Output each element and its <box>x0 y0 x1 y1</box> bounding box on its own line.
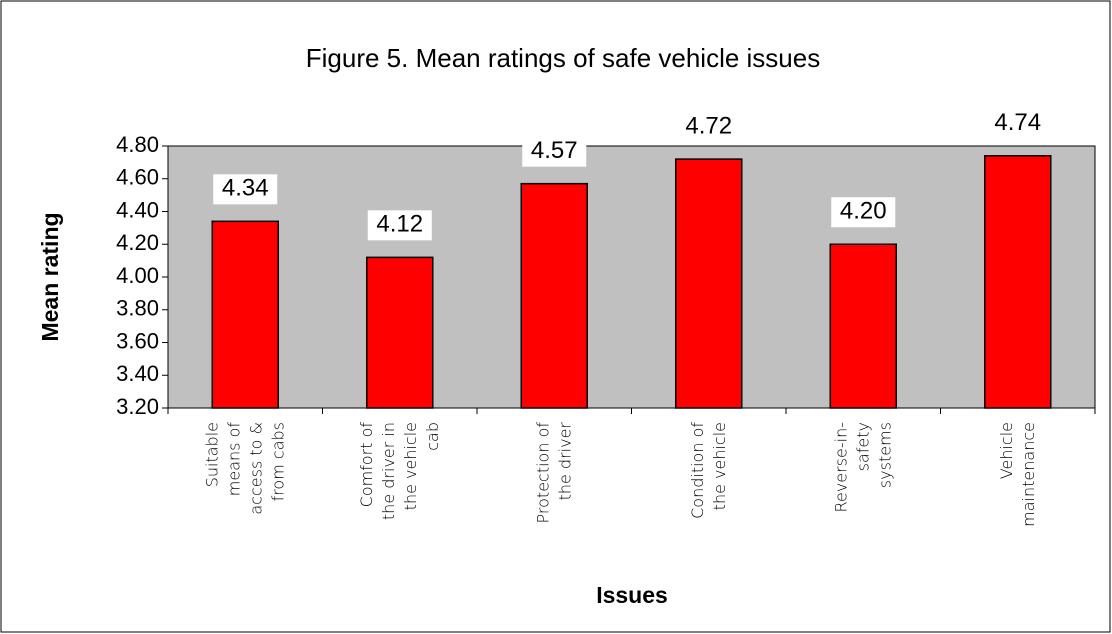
x-tick-label: Protection of the driver <box>533 422 574 524</box>
bar <box>984 155 1052 409</box>
data-label-bg <box>676 112 741 143</box>
bar <box>675 158 743 409</box>
y-axis-label: Mean rating <box>37 212 63 341</box>
data-label: 4.34 <box>222 175 269 202</box>
x-tick-label: Suitable means of access to & from cabs <box>202 422 287 515</box>
y-tick-label: 4.60 <box>116 165 159 190</box>
data-label-bg <box>367 210 432 241</box>
data-label-bg <box>985 108 1050 139</box>
x-tick-label: Vehicle maintenance <box>996 422 1037 527</box>
x-tick-label: Reverse-in-safety systems <box>831 422 894 512</box>
data-label: 4.57 <box>531 137 578 164</box>
bar <box>366 256 434 409</box>
y-tick-label: 4.40 <box>116 197 159 222</box>
y-tick-label: 3.40 <box>116 361 159 386</box>
y-tick-label: 3.20 <box>116 394 159 419</box>
x-tick-label: Comfort of the driver in the vehicle cab <box>356 422 441 520</box>
data-label-bg <box>213 174 278 205</box>
data-label-bg <box>522 136 587 167</box>
data-label-bg <box>831 197 896 228</box>
y-tick-label: 4.00 <box>116 263 159 288</box>
y-tick-label: 4.80 <box>116 132 159 157</box>
plot-area <box>167 145 1096 409</box>
data-label: 4.72 <box>685 112 732 139</box>
bar <box>520 182 588 409</box>
bar <box>211 220 279 409</box>
x-axis-label: Issues <box>596 582 668 608</box>
x-tick-label: Condition of the vehicle <box>687 422 728 519</box>
y-tick-label: 3.60 <box>116 328 159 353</box>
chart-title: Figure 5. Mean ratings of safe vehicle i… <box>306 43 820 73</box>
bar <box>829 243 897 409</box>
y-tick-label: 3.80 <box>116 296 159 321</box>
data-label: 4.20 <box>840 198 887 225</box>
y-tick-label: 4.20 <box>116 230 159 255</box>
data-label: 4.74 <box>994 109 1041 136</box>
data-label: 4.12 <box>376 211 423 238</box>
